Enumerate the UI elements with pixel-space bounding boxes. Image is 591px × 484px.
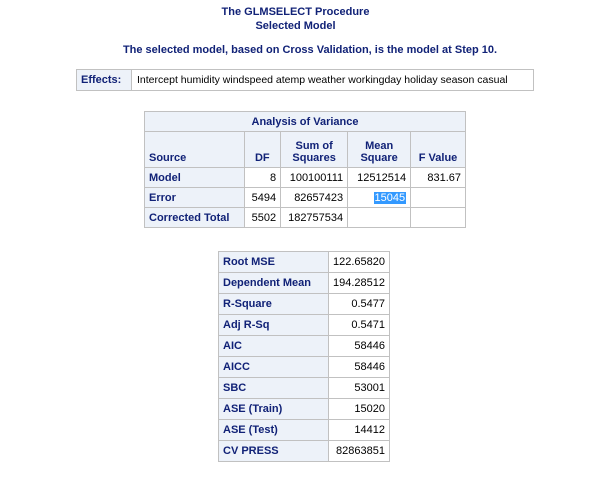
- cell-ss: 182757534: [281, 208, 348, 228]
- table-row: AIC 58446: [219, 336, 390, 357]
- stat-label: Adj R-Sq: [219, 315, 329, 336]
- selected-text[interactable]: 15045: [374, 192, 407, 204]
- effects-value: Intercept humidity windspeed atemp weath…: [132, 70, 534, 91]
- cell-ss: 82657423: [281, 188, 348, 208]
- table-row: Model 8 100100111 12512514 831.67: [145, 168, 466, 188]
- table-row: Dependent Mean 194.28512: [219, 273, 390, 294]
- cell-ms-selected[interactable]: 15045: [348, 188, 411, 208]
- stat-value: 58446: [329, 336, 390, 357]
- col-f-value: F Value: [411, 132, 466, 168]
- table-row: R-Square 0.5477: [219, 294, 390, 315]
- row-source: Corrected Total: [145, 208, 245, 228]
- cell-ms: [348, 208, 411, 228]
- row-source: Error: [145, 188, 245, 208]
- stat-label: AIC: [219, 336, 329, 357]
- effects-table: Effects: Intercept humidity windspeed at…: [76, 69, 534, 91]
- col-sum-of-squares: Sum of Squares: [281, 132, 348, 168]
- cell-ss: 100100111: [281, 168, 348, 188]
- stat-value: 194.28512: [329, 273, 390, 294]
- cell-f: [411, 188, 466, 208]
- procedure-title: The GLMSELECT Procedure: [0, 5, 591, 19]
- anova-table: Analysis of Variance Source DF Sum of Sq…: [144, 111, 466, 228]
- table-row: ASE (Train) 15020: [219, 399, 390, 420]
- table-row: Corrected Total 5502 182757534: [145, 208, 466, 228]
- stat-label: Dependent Mean: [219, 273, 329, 294]
- stat-value: 0.5477: [329, 294, 390, 315]
- col-ss-line2: Squares: [285, 152, 343, 164]
- stat-label: CV PRESS: [219, 441, 329, 462]
- anova-caption: Analysis of Variance: [145, 112, 466, 132]
- row-source: Model: [145, 168, 245, 188]
- col-ms-line2: Square: [352, 152, 406, 164]
- stat-label: ASE (Train): [219, 399, 329, 420]
- cell-df: 5494: [244, 188, 281, 208]
- table-row: Adj R-Sq 0.5471: [219, 315, 390, 336]
- col-ss-line1: Sum of: [285, 140, 343, 152]
- cell-ms: 12512514: [348, 168, 411, 188]
- selection-note: The selected model, based on Cross Valid…: [0, 43, 591, 57]
- stat-value: 122.65820: [329, 252, 390, 273]
- col-source: Source: [145, 132, 245, 168]
- table-row: ASE (Test) 14412: [219, 420, 390, 441]
- table-row: SBC 53001: [219, 378, 390, 399]
- table-row: Error 5494 82657423 15045: [145, 188, 466, 208]
- cell-df: 5502: [244, 208, 281, 228]
- stat-value: 53001: [329, 378, 390, 399]
- cell-df: 8: [244, 168, 281, 188]
- stat-label: AICC: [219, 357, 329, 378]
- stat-value: 0.5471: [329, 315, 390, 336]
- stat-value: 58446: [329, 357, 390, 378]
- table-row: AICC 58446: [219, 357, 390, 378]
- table-row: CV PRESS 82863851: [219, 441, 390, 462]
- fit-statistics-table: Root MSE 122.65820 Dependent Mean 194.2851…: [218, 251, 390, 462]
- effects-label: Effects:: [77, 70, 132, 91]
- stat-value: 14412: [329, 420, 390, 441]
- selected-model-subtitle: Selected Model: [0, 19, 591, 33]
- stat-label: ASE (Test): [219, 420, 329, 441]
- col-ms-line1: Mean: [352, 140, 406, 152]
- stat-label: SBC: [219, 378, 329, 399]
- stat-label: Root MSE: [219, 252, 329, 273]
- col-df: DF: [244, 132, 281, 168]
- cell-f: [411, 208, 466, 228]
- stat-value: 82863851: [329, 441, 390, 462]
- stat-label: R-Square: [219, 294, 329, 315]
- cell-f: 831.67: [411, 168, 466, 188]
- table-row: Root MSE 122.65820: [219, 252, 390, 273]
- stat-value: 15020: [329, 399, 390, 420]
- col-mean-square: Mean Square: [348, 132, 411, 168]
